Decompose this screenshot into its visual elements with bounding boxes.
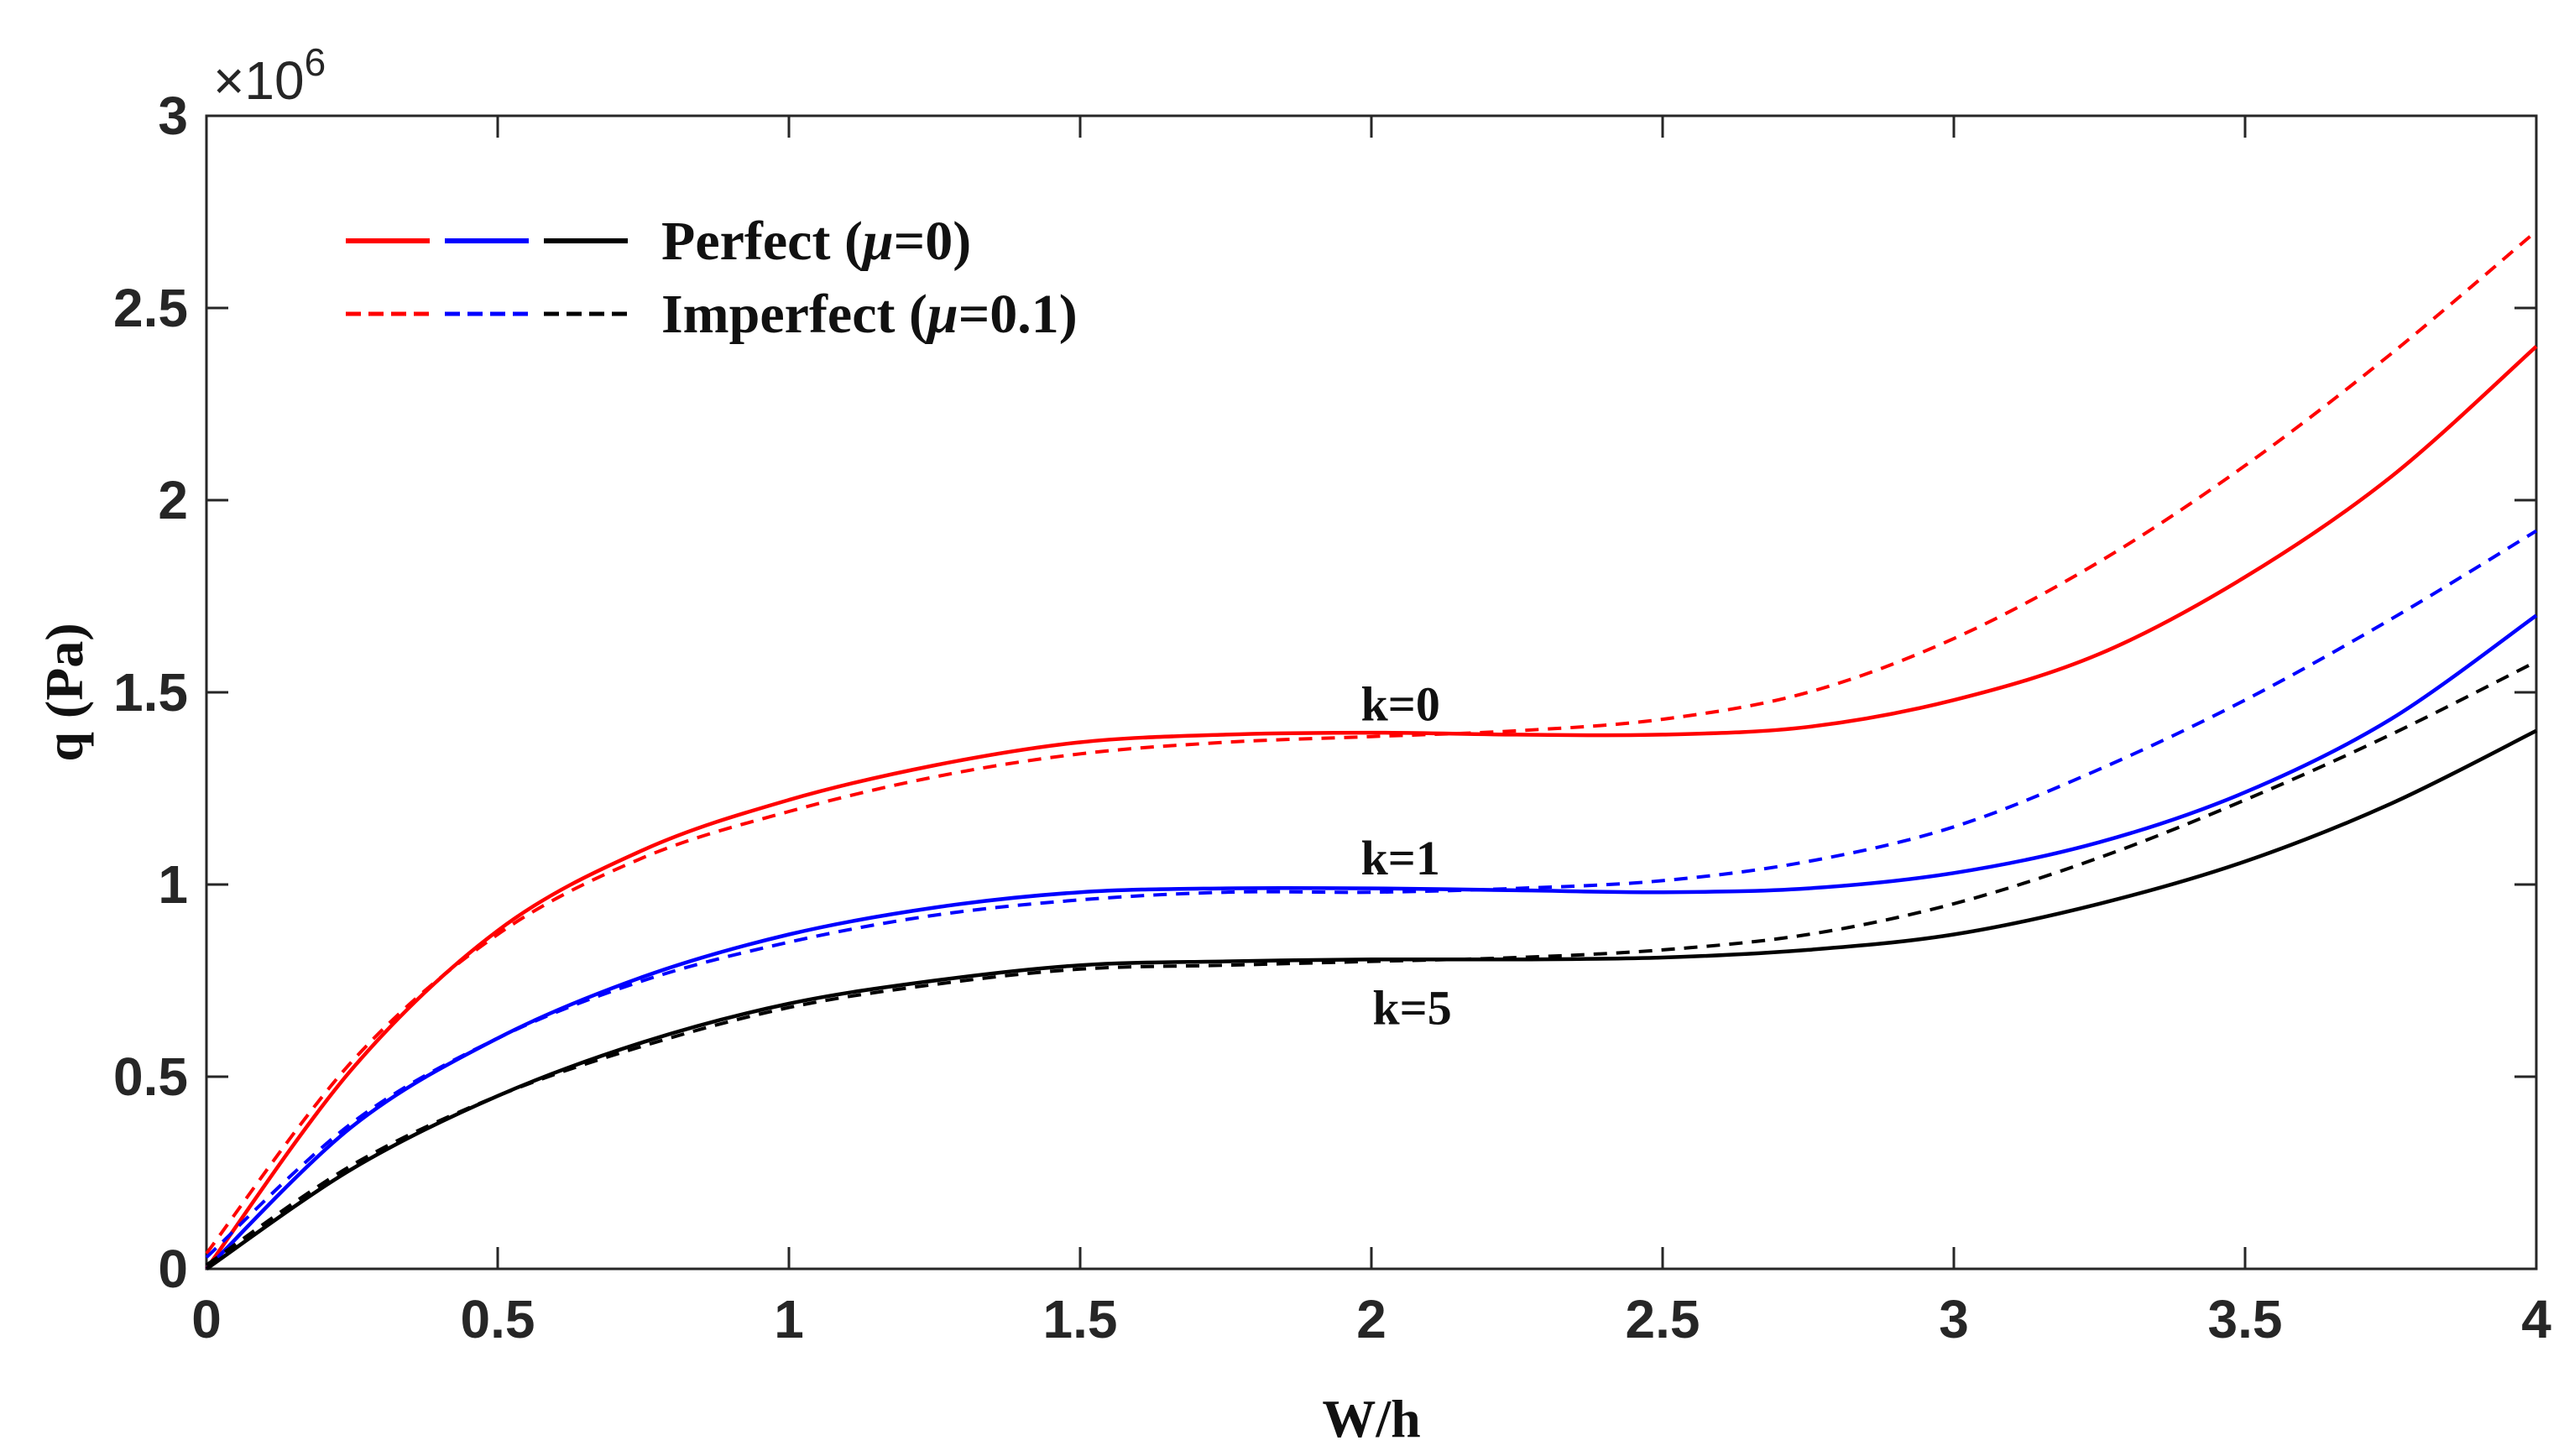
y-tick-label: 0.5 bbox=[113, 1046, 188, 1107]
x-tick-label: 2 bbox=[1356, 1289, 1386, 1349]
annotation-label: k=5 bbox=[1372, 981, 1451, 1036]
series-group bbox=[205, 229, 2538, 1271]
y-tick-label: 2.5 bbox=[113, 278, 188, 338]
x-tick-label: 3.5 bbox=[2208, 1289, 2283, 1349]
legend-label-prefix: Imperfect ( bbox=[661, 284, 927, 345]
y-tick-label: 0 bbox=[158, 1239, 188, 1299]
x-tick-label: 1 bbox=[774, 1289, 804, 1349]
y-scale-exponent: 6 bbox=[305, 40, 326, 84]
x-tick-label: 3 bbox=[1939, 1289, 1969, 1349]
x-tick-label: 0 bbox=[191, 1289, 222, 1349]
x-tick-label: 1.5 bbox=[1043, 1289, 1118, 1349]
annotations-group: k=0 k=1 k=5 bbox=[1361, 677, 1452, 1036]
x-tick-label: 4 bbox=[2521, 1289, 2551, 1349]
y-tick-label: 2 bbox=[158, 470, 188, 530]
axis-labels: W/h q (Pa) ×106 bbox=[34, 40, 1421, 1448]
annotation-label: k=0 bbox=[1361, 677, 1440, 732]
y-scale-factor: ×106 bbox=[213, 40, 326, 111]
x-tick-label: 2.5 bbox=[1626, 1289, 1700, 1349]
series-line-2 bbox=[205, 613, 2538, 1271]
legend-label: Perfect (μ=0) bbox=[661, 211, 971, 272]
series-line-3 bbox=[205, 529, 2538, 1259]
legend-label-suffix: =0.1) bbox=[958, 284, 1078, 345]
axis-ticks: 0 0.5 1 1.5 2 2.5 3 3.5 4 0 0.5 1 1.5 2 2.5 3 bbox=[113, 86, 2551, 1349]
series-line-4 bbox=[205, 728, 2538, 1271]
legend-label-symbol: μ bbox=[860, 211, 894, 272]
y-tick-label: 1.5 bbox=[113, 662, 188, 723]
legend-label-suffix: =0) bbox=[894, 211, 972, 272]
y-tick-label: 1 bbox=[158, 854, 188, 915]
series-line-1 bbox=[205, 229, 2538, 1255]
series-line-5 bbox=[205, 660, 2537, 1267]
y-axis-label: q (Pa) bbox=[34, 623, 94, 761]
series-line-0 bbox=[205, 345, 2538, 1271]
legend: Perfect (μ=0)Imperfect (μ=0.1) bbox=[346, 211, 1078, 345]
y-tick-label: 3 bbox=[158, 86, 188, 146]
legend-label-prefix: Perfect ( bbox=[661, 211, 863, 272]
annotation-label: k=1 bbox=[1361, 831, 1440, 885]
x-axis-label: W/h bbox=[1322, 1389, 1420, 1448]
legend-label-symbol: μ bbox=[925, 284, 958, 345]
y-scale-base: ×10 bbox=[213, 50, 305, 111]
legend-label: Imperfect (μ=0.1) bbox=[661, 284, 1078, 345]
x-tick-label: 0.5 bbox=[461, 1289, 535, 1349]
